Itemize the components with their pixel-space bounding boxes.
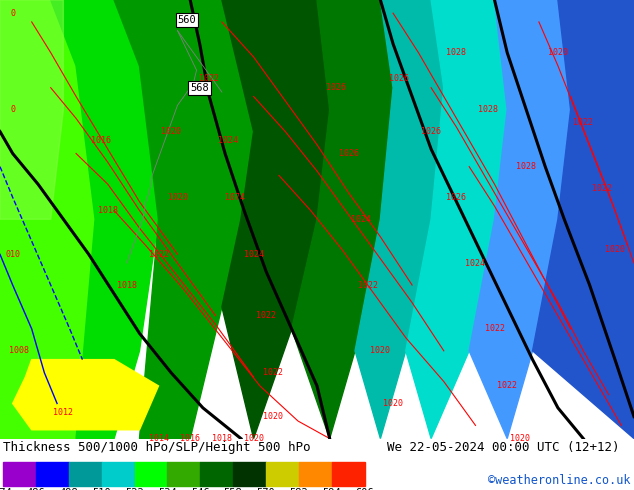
Text: 1024: 1024 [351,215,372,224]
Text: 1020: 1020 [383,399,403,408]
Text: 1026: 1026 [389,74,410,83]
Text: 1026: 1026 [446,193,467,202]
Text: 1020: 1020 [161,127,181,136]
Text: 1014: 1014 [148,434,169,443]
Bar [266,462,299,486]
Polygon shape [406,0,507,439]
Text: 1020: 1020 [605,245,625,254]
Text: 1022: 1022 [358,281,378,290]
Bar [233,462,266,486]
Text: 1024: 1024 [465,259,486,268]
Text: 1022: 1022 [484,324,505,333]
Text: 1016: 1016 [91,136,112,145]
Polygon shape [13,360,158,430]
Text: 568: 568 [190,83,209,93]
Polygon shape [533,0,634,439]
Text: We 22-05-2024 00:00 UTC (12+12): We 22-05-2024 00:00 UTC (12+12) [387,441,619,454]
Text: 1028: 1028 [446,48,467,57]
Text: 546: 546 [191,488,210,490]
Text: 1020: 1020 [243,434,264,443]
Text: 534: 534 [158,488,177,490]
Bar [36,462,69,486]
Text: 1022: 1022 [256,311,276,320]
Bar [332,462,365,486]
Text: 1024: 1024 [218,136,238,145]
Text: 582: 582 [290,488,308,490]
Text: 1022: 1022 [592,184,612,193]
Text: 1026: 1026 [339,149,359,158]
Text: 1020: 1020 [510,434,530,443]
Text: 1022: 1022 [262,368,283,377]
Polygon shape [0,0,63,220]
Text: 1018: 1018 [212,434,232,443]
Text: 510: 510 [93,488,111,490]
Text: 1018: 1018 [98,206,118,215]
Text: ©weatheronline.co.uk: ©weatheronline.co.uk [488,474,631,488]
Bar [167,462,200,486]
Text: 558: 558 [224,488,243,490]
Text: 1022: 1022 [573,118,593,127]
Text: 010: 010 [5,250,20,259]
Text: 606: 606 [355,488,374,490]
Text: 1020: 1020 [370,346,391,355]
Polygon shape [222,0,330,439]
Text: 486: 486 [27,488,46,490]
Text: 560: 560 [178,15,197,24]
Text: 1026: 1026 [421,127,441,136]
Text: 1074: 1074 [224,193,245,202]
Text: 1022: 1022 [148,250,169,259]
Text: 0: 0 [10,9,15,18]
Text: 1008: 1008 [9,346,29,355]
Bar [101,462,134,486]
Text: 1016: 1016 [180,434,200,443]
Text: 1020: 1020 [167,193,188,202]
Text: Thickness 500/1000 hPo/SLP/Height 500 hPo: Thickness 500/1000 hPo/SLP/Height 500 hP… [3,441,311,454]
Polygon shape [355,0,444,439]
Text: 1022: 1022 [199,74,219,83]
Polygon shape [51,0,158,439]
Text: 570: 570 [257,488,275,490]
Polygon shape [114,0,254,439]
Text: 522: 522 [125,488,144,490]
Polygon shape [469,0,571,439]
Bar [3,462,36,486]
Text: 1028: 1028 [478,105,498,114]
Bar [69,462,101,486]
Bar [134,462,167,486]
Text: 1012: 1012 [53,408,74,416]
Bar [200,462,233,486]
Text: 1020: 1020 [262,412,283,421]
Text: 0: 0 [10,105,15,114]
Text: 1024: 1024 [243,250,264,259]
Polygon shape [0,0,95,439]
Text: 1022: 1022 [497,381,517,391]
Text: 474: 474 [0,488,13,490]
Text: 1020: 1020 [548,48,568,57]
Text: 1026: 1026 [326,83,346,92]
Polygon shape [292,0,393,439]
Text: 594: 594 [322,488,341,490]
Text: 498: 498 [60,488,78,490]
Text: 1018: 1018 [117,281,137,290]
Bar [299,462,332,486]
Text: 1028: 1028 [516,162,536,171]
